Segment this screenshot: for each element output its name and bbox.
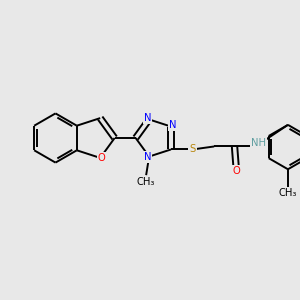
Text: N: N: [169, 120, 176, 130]
Text: O: O: [232, 167, 240, 176]
Text: N: N: [144, 113, 152, 123]
Text: S: S: [189, 145, 196, 154]
Text: N: N: [144, 152, 152, 162]
Text: O: O: [98, 153, 106, 163]
Text: NH: NH: [251, 138, 266, 148]
Text: N: N: [169, 120, 176, 130]
Text: CH₃: CH₃: [279, 188, 297, 198]
Text: O: O: [98, 153, 106, 163]
Text: N: N: [144, 113, 152, 123]
Text: N: N: [144, 152, 152, 162]
Text: NH: NH: [251, 138, 266, 148]
Text: S: S: [189, 145, 196, 154]
Text: O: O: [232, 167, 240, 176]
Text: CH₃: CH₃: [137, 177, 155, 187]
